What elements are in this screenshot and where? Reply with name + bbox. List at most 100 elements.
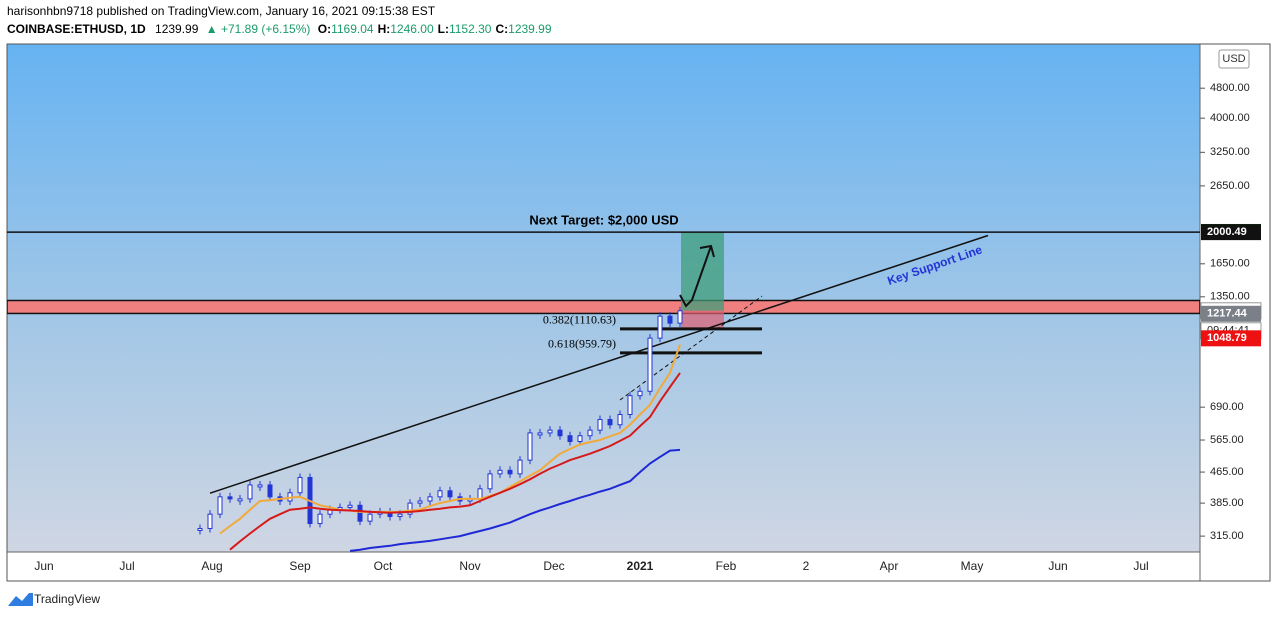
fib-label: 0.618(959.79) [548,337,616,351]
candle [607,419,613,426]
stop-box [681,310,724,329]
x-tick-label: Dec [543,559,564,573]
price-tag-label: 2000.49 [1207,226,1247,238]
candle [407,502,413,515]
moving-average [229,372,681,551]
x-tick-label: 2 [803,559,810,573]
candle [297,476,303,494]
axis-layer: 315.00 385.00 465.00 565.00 690.00 1350.00 165… [34,82,1262,573]
author-line: harisonhbn9718 published on TradingView.… [7,4,436,18]
price-tag [1201,224,1261,241]
candle [437,490,443,498]
candle [637,390,643,397]
candle [477,488,483,500]
arrow [679,244,715,308]
ohlc-value: 1239.99 [508,22,552,36]
candle [427,496,433,502]
y-tick-label: 690.00 [1210,401,1244,413]
candle [567,435,573,443]
y-tick-label: 4000.00 [1210,112,1250,124]
y-tick-label: 385.00 [1210,497,1244,509]
x-tick-label: Feb [716,559,737,573]
price-tag-label: 1048.79 [1207,332,1247,344]
ohlc-label: H: [378,22,391,36]
logo [8,593,33,606]
ohlc-label: C: [495,22,508,36]
candle [517,459,523,475]
last: 1239.99 [155,22,199,36]
y-tick-label: 3250.00 [1210,146,1250,158]
x-tick-label: 2021 [627,559,654,573]
y-tick-label: 465.00 [1210,466,1244,478]
candle [597,419,603,431]
plot-layer [7,231,1200,552]
y-tick-label: 4800.00 [1210,82,1250,94]
y-tick-label: 315.00 [1210,530,1244,542]
candle [497,469,503,475]
brand: TradingView [34,592,100,606]
candle [347,504,353,508]
price-tag-label: 1217.44 [1207,308,1248,320]
plot-area [7,44,1200,552]
fib-label: 0.382(1110.63) [543,313,616,327]
ohlc-value: 1152.30 [449,22,492,36]
support-line [209,234,989,494]
candle [507,469,513,475]
resistance-zone [7,299,1200,315]
candle [247,484,253,500]
candle [227,496,233,500]
candle [627,395,633,415]
symbol: COINBASE:ETHUSD, 1D [7,22,146,36]
candle [197,527,203,531]
candle [527,432,533,461]
target-label: Next Target: $2,000 USD [529,213,678,228]
currency: USD [1222,53,1245,65]
change-value: +71.89 (+6.15%) [221,22,310,36]
price-tag [1201,305,1261,322]
candle [577,435,583,443]
x-tick-label: Apr [880,559,899,573]
ohlc-label: O: [318,22,331,36]
candle [547,429,553,434]
y-tick-label: 2650.00 [1210,180,1250,192]
candle [417,500,423,504]
x-tick-label: Sep [289,559,311,573]
x-tick-label: Jul [1133,559,1148,573]
x-tick-label: Jul [119,559,134,573]
candle [317,513,323,525]
candle [647,337,653,392]
ohlc-value: 1246.00 [390,22,434,36]
y-tick-label: 565.00 [1210,434,1244,446]
candle [657,315,663,339]
candle [487,473,493,490]
currency-box [1218,49,1250,69]
candle [367,513,373,522]
candle [217,496,223,515]
x-axis-strip [6,551,1201,582]
x-tick-label: Aug [201,559,222,573]
y-tick-label: 1350.00 [1210,291,1250,303]
candle [257,484,263,488]
candle [617,413,623,426]
x-tick-label: Jun [34,559,53,573]
symbol-line: COINBASE:ETHUSD, 1D 1239.99 ▲ +71.89 (+6… [7,22,552,36]
moving-average [219,344,681,535]
y-tick-label: 1650.00 [1210,258,1250,270]
candle [587,429,593,437]
x-tick-label: Jun [1048,559,1067,573]
change: ▲ [206,22,221,36]
dashed-channel [619,295,763,401]
candle [207,513,213,529]
price-tag [1201,330,1261,347]
candle [237,498,243,502]
candle [397,513,403,517]
x-tick-label: May [961,559,984,573]
candle [667,315,673,324]
ohlc-value: 1169.04 [331,22,374,36]
x-tick-label: Oct [374,559,393,573]
candle [357,504,363,522]
candle [677,310,683,324]
candle [447,490,453,498]
candle [267,484,273,498]
